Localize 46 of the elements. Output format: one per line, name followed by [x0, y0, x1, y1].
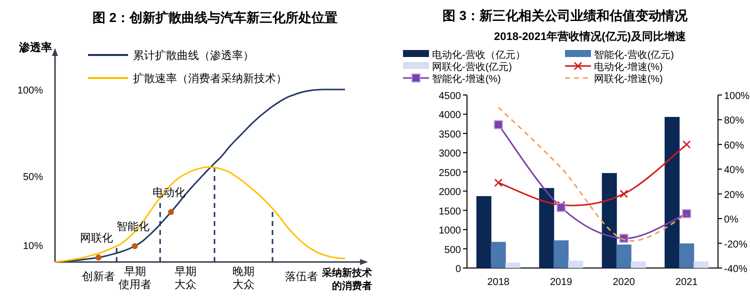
- y2-tick-label: 60%: [724, 140, 744, 152]
- y2-tick-label: -20%: [724, 239, 748, 250]
- x-tick-label: 2019: [550, 277, 573, 288]
- annotation: 智能化: [116, 220, 150, 234]
- y-tick-label: 100%: [17, 86, 44, 96]
- y2-tick-label: 20%: [724, 190, 744, 201]
- annotation: 网联化: [80, 232, 113, 245]
- y2-tick-label: 100%: [724, 91, 750, 102]
- legend-label: 电动化-营收（亿元）: [432, 49, 526, 61]
- legend-label: 智能化-营收(亿元): [594, 49, 674, 61]
- annotation: 电动化: [152, 186, 186, 199]
- x-tick-label: 晚期大众: [232, 266, 254, 291]
- y-tick-label: 1500: [438, 206, 462, 218]
- y-tick-label: 3000: [438, 148, 462, 160]
- y-tick-label: 0: [455, 264, 462, 275]
- y2-tick-label: 40%: [724, 165, 744, 176]
- y-axis-title: 渗透率: [18, 41, 52, 54]
- y2-tick-label: -40%: [724, 264, 748, 275]
- y-tick-label: 500: [444, 244, 462, 256]
- legend-label: 扩散速率（消费者采纳新技术）: [133, 72, 287, 85]
- x-tick-label: 创新者: [82, 270, 115, 283]
- x-tick-label: 早期大众: [174, 266, 196, 291]
- chart-subtitle: 2018-2021年营收情况(亿元)及同比增速: [494, 30, 687, 43]
- x-tick-label: 2021: [676, 277, 698, 288]
- x-tick-label: 2018: [487, 277, 510, 288]
- y2-tick-label: 80%: [724, 116, 744, 127]
- y-tick-label: 2000: [438, 187, 462, 198]
- legend-label: 网联化-营收(亿元): [432, 61, 512, 73]
- legend-label: 累计扩散曲线（渗透率）: [133, 49, 254, 62]
- y-tick-label: 2500: [438, 168, 462, 179]
- y-tick-label: 10%: [22, 240, 44, 252]
- x-axis-title: 采纳新技术的消费者: [321, 267, 373, 292]
- y2-tick-label: 0%: [724, 214, 739, 226]
- legend-label: 智能化-增速(%): [432, 73, 501, 85]
- legend-label: 网联化-增速(%): [594, 73, 663, 85]
- x-tick-label: 早期使用者: [118, 266, 152, 291]
- chart-title: 图 3：新三化相关公司业绩和估值变动情况: [442, 8, 688, 23]
- y-tick-label: 3500: [438, 129, 462, 140]
- y-tick-label: 4500: [438, 91, 462, 102]
- y-tick-label: 4000: [438, 110, 462, 122]
- x-tick-label: 落伍者: [285, 270, 318, 283]
- y-tick-label: 50%: [22, 172, 44, 183]
- x-tick-label: 2020: [612, 277, 636, 288]
- legend-label: 电动化-增速(%): [594, 61, 663, 73]
- y-tick-label: 1000: [438, 226, 462, 237]
- chart-title: 图 2：创新扩散曲线与汽车新三化所处位置: [92, 10, 338, 25]
